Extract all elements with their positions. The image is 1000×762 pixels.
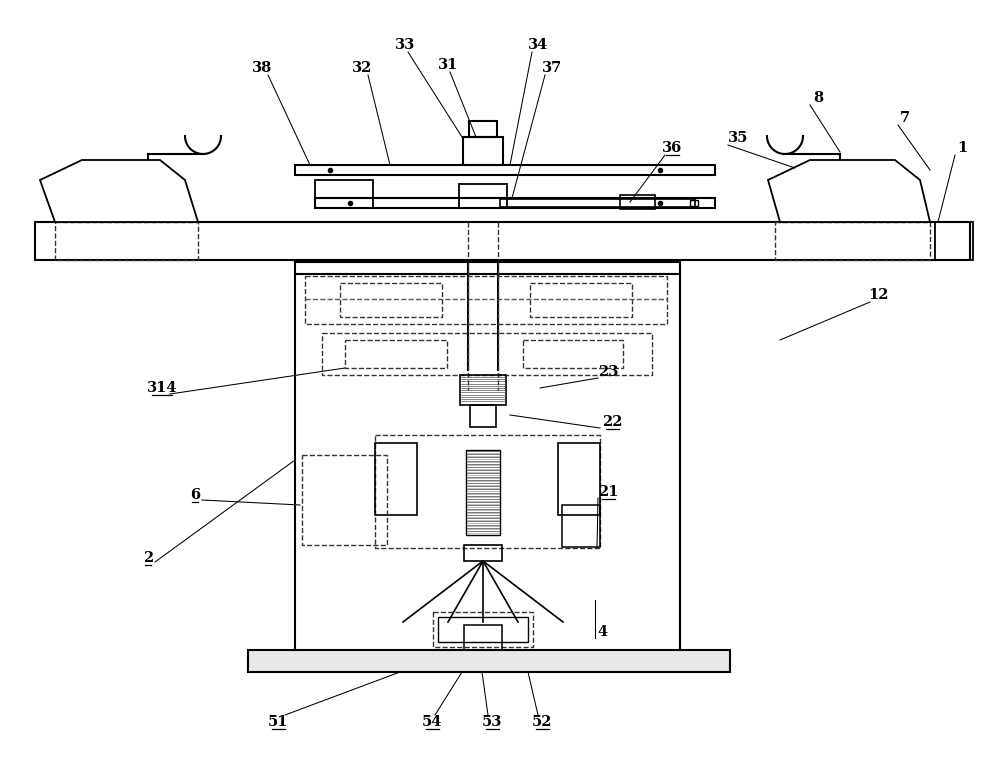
Bar [375,435,600,548]
Text: 23: 23 [598,365,618,379]
Text: 12: 12 [868,288,888,302]
Text: 8: 8 [813,91,823,105]
Bar [935,222,973,260]
Bar [500,199,695,207]
Bar [523,340,623,368]
Bar [466,450,500,535]
Text: 34: 34 [528,38,548,52]
Bar [315,198,715,208]
Bar [322,333,652,375]
Bar [375,443,417,515]
Bar [558,443,600,515]
Text: 37: 37 [542,61,562,75]
Text: 7: 7 [900,111,910,125]
Bar [433,612,533,647]
Text: 33: 33 [395,38,415,52]
Bar [464,625,502,650]
Bar [302,455,387,545]
Bar [315,180,373,208]
Polygon shape [768,160,930,222]
Text: 54: 54 [422,715,442,729]
Bar [562,505,600,547]
Text: 53: 53 [482,715,502,729]
Bar [469,121,497,137]
Bar [460,375,506,405]
Text: 38: 38 [252,61,272,75]
Bar [438,617,528,642]
Text: 1: 1 [957,141,967,155]
Bar [295,165,715,175]
Text: 51: 51 [268,715,288,729]
Bar [463,137,503,165]
Bar [35,222,970,260]
Text: 32: 32 [352,61,372,75]
Text: 2: 2 [143,551,153,565]
Text: 4: 4 [597,625,607,639]
Text: 36: 36 [662,141,682,155]
Bar [530,283,632,317]
Text: 52: 52 [532,715,552,729]
Polygon shape [40,160,198,222]
Bar [55,222,198,260]
Bar [345,340,447,368]
Bar [620,195,655,209]
Text: 22: 22 [602,415,622,429]
Bar [775,222,930,260]
Text: 6: 6 [190,488,200,502]
Bar [470,405,496,427]
Bar [248,650,730,672]
Text: 314: 314 [147,381,177,395]
Bar [464,545,502,561]
Text: 35: 35 [728,131,748,145]
Text: 21: 21 [598,485,618,499]
Bar [305,276,667,324]
Text: 31: 31 [438,58,458,72]
Bar [690,200,698,206]
Bar [340,283,442,317]
Bar [459,184,507,208]
